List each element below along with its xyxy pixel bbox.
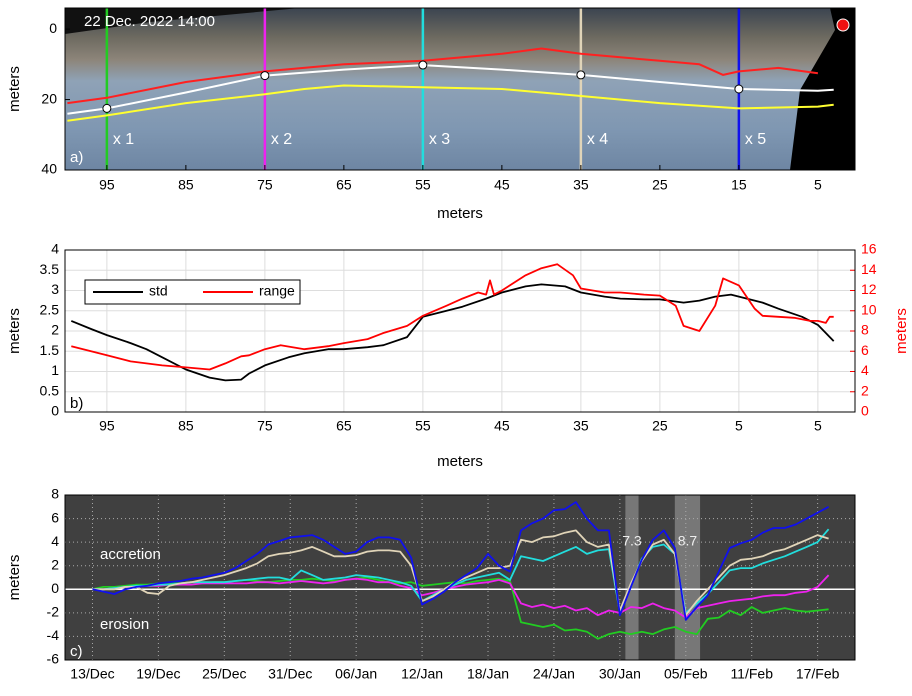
y-axis-label: meters: [6, 308, 23, 354]
transect-label: x 5: [745, 131, 766, 148]
x-tick-label: 75: [257, 177, 273, 193]
x-tick-label: 5: [814, 418, 822, 434]
y2-tick-label: 2: [861, 382, 869, 398]
intersection-marker: [103, 104, 111, 112]
figure: x 1x 2x 3x 4x 522 Dec. 2022 14:00a)95857…: [0, 0, 912, 691]
x-tick-label: 05/Feb: [664, 666, 708, 682]
x-tick-label: 55: [415, 177, 431, 193]
y-tick-label: -2: [47, 604, 60, 620]
y-axis-label: meters: [6, 555, 23, 601]
x-tick-label: 25: [652, 418, 668, 434]
y2-tick-label: 12: [861, 281, 877, 297]
x-tick-label: 19/Dec: [136, 666, 180, 682]
x-tick-label: 25/Dec: [202, 666, 246, 682]
x-tick-label: 17/Feb: [796, 666, 840, 682]
y2-tick-label: 6: [861, 342, 869, 358]
x-tick-label: 5: [735, 418, 743, 434]
x-tick-label: 85: [178, 177, 194, 193]
panel-label: b): [70, 395, 83, 412]
x-tick-label: 18/Jan: [467, 666, 509, 682]
y-tick-label: 20: [41, 90, 57, 106]
transect-label: x 2: [271, 131, 292, 148]
x-tick-label: 15: [731, 177, 747, 193]
legend-label: std: [149, 283, 168, 299]
y-tick-label: 4: [51, 533, 59, 549]
y-tick-label: 8: [51, 486, 59, 502]
x-tick-label: 31/Dec: [268, 666, 312, 682]
transect-label: x 1: [113, 131, 134, 148]
intersection-marker: [577, 71, 585, 79]
transect-label: x 3: [429, 131, 450, 148]
x-tick-label: 95: [99, 418, 115, 434]
x-axis-label: meters: [437, 205, 483, 222]
y-tick-label: 3: [51, 281, 59, 297]
y-tick-label: 4: [51, 241, 59, 257]
y-tick-label: 2: [51, 322, 59, 338]
x-tick-label: 06/Jan: [335, 666, 377, 682]
transect-label: x 4: [587, 131, 608, 148]
x-tick-label: 45: [494, 418, 510, 434]
intersection-marker: [419, 61, 427, 69]
y-tick-label: -6: [47, 651, 60, 667]
y-tick-label: 1: [51, 362, 59, 378]
plot-background: [65, 495, 855, 660]
y-tick-label: -4: [47, 627, 60, 643]
x-tick-label: 95: [99, 177, 115, 193]
x-tick-label: 5: [814, 177, 822, 193]
annotation: erosion: [100, 616, 149, 633]
x-axis-label: meters: [437, 453, 483, 470]
x-tick-label: 55: [415, 418, 431, 434]
y-tick-label: 0: [49, 20, 57, 36]
timestamp: 22 Dec. 2022 14:00: [84, 13, 215, 30]
span-label: 8.7: [678, 533, 698, 549]
y2-tick-label: 0: [861, 403, 869, 419]
y-tick-label: 0.5: [40, 382, 60, 398]
x-tick-label: 12/Jan: [401, 666, 443, 682]
y-tick-label: 2: [51, 556, 59, 572]
y2-tick-label: 4: [861, 362, 869, 378]
x-tick-label: 35: [573, 418, 589, 434]
highlight-span: [625, 495, 638, 660]
y-tick-label: 0: [51, 580, 59, 596]
y2-tick-label: 8: [861, 322, 869, 338]
y2-axis-label: meters: [893, 308, 910, 354]
x-tick-label: 85: [178, 418, 194, 434]
panel-label: a): [70, 149, 83, 166]
recording-dot: [837, 19, 849, 31]
y-tick-label: 0: [51, 403, 59, 419]
span-label: 7.3: [622, 533, 642, 549]
x-tick-label: 75: [257, 418, 273, 434]
y-tick-label: 3.5: [40, 261, 60, 277]
y2-tick-label: 10: [861, 301, 877, 317]
y-tick-label: 6: [51, 509, 59, 525]
y-tick-label: 1.5: [40, 342, 60, 358]
legend-label: range: [259, 283, 295, 299]
x-tick-label: 65: [336, 418, 352, 434]
x-tick-label: 65: [336, 177, 352, 193]
panel-label: c): [70, 643, 83, 660]
y-tick-label: 2.5: [40, 301, 60, 317]
y2-tick-label: 14: [861, 261, 877, 277]
x-tick-label: 25: [652, 177, 668, 193]
intersection-marker: [261, 72, 269, 80]
y2-tick-label: 16: [861, 241, 877, 257]
intersection-marker: [735, 85, 743, 93]
x-tick-label: 24/Jan: [533, 666, 575, 682]
y-tick-label: 40: [41, 161, 57, 177]
annotation: accretion: [100, 546, 161, 563]
x-tick-label: 35: [573, 177, 589, 193]
y-axis-label: meters: [6, 66, 23, 112]
x-tick-label: 11/Feb: [730, 666, 773, 682]
x-tick-label: 30/Jan: [599, 666, 641, 682]
x-tick-label: 13/Dec: [70, 666, 114, 682]
plot-area: [65, 250, 855, 412]
x-tick-label: 45: [494, 177, 510, 193]
